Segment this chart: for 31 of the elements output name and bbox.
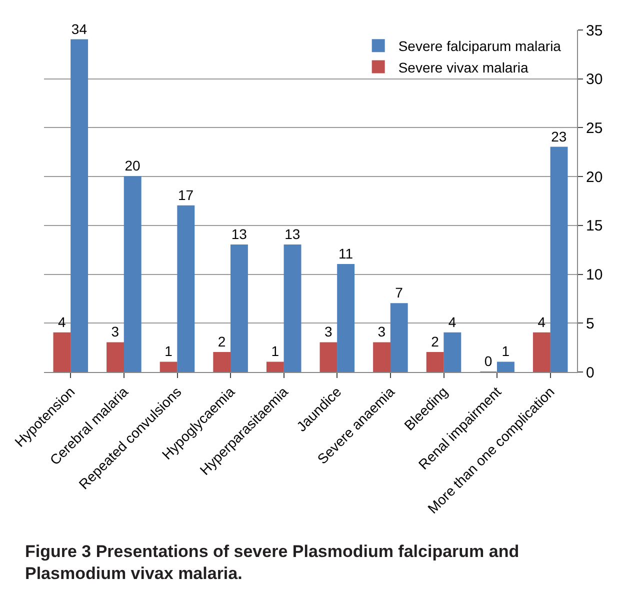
data-label: 34	[71, 20, 88, 37]
y-tick-label: 5	[586, 315, 594, 332]
y-tick-label: 25	[586, 120, 603, 137]
data-label: 11	[338, 246, 354, 262]
data-label: 7	[395, 284, 404, 301]
y-tick-label: 15	[586, 218, 603, 235]
data-label: 13	[284, 226, 300, 242]
data-label: 3	[324, 324, 332, 340]
data-label: 2	[218, 333, 226, 350]
data-label: 3	[378, 324, 386, 340]
y-tick-label: 30	[586, 71, 603, 88]
legend-label: Severe falciparum malaria	[398, 38, 562, 54]
legend-label: Severe vivax malaria	[398, 59, 528, 76]
data-label: 1	[502, 343, 510, 360]
data-label: 23	[551, 128, 567, 144]
data-label: 4	[538, 314, 546, 330]
data-label: 0	[484, 353, 492, 369]
y-tick-label: 0	[586, 364, 594, 382]
data-label: 1	[164, 343, 173, 360]
data-label: 4	[448, 314, 456, 330]
data-label: 13	[231, 226, 248, 242]
data-label: 17	[178, 186, 194, 203]
data-label: 1	[271, 343, 280, 360]
y-tick-label: 35	[586, 22, 603, 40]
caption: Figure 3 Presentations of severe Plasmodium falciparum and Plasmodium vivax malaria.	[25, 542, 520, 584]
data-label: 2	[431, 333, 440, 350]
data-label: 20	[124, 158, 141, 174]
y-tick-label: 10	[586, 266, 603, 284]
y-tick-label: 20	[586, 168, 603, 186]
data-label: 3	[111, 324, 120, 340]
data-label: 4	[58, 314, 66, 330]
